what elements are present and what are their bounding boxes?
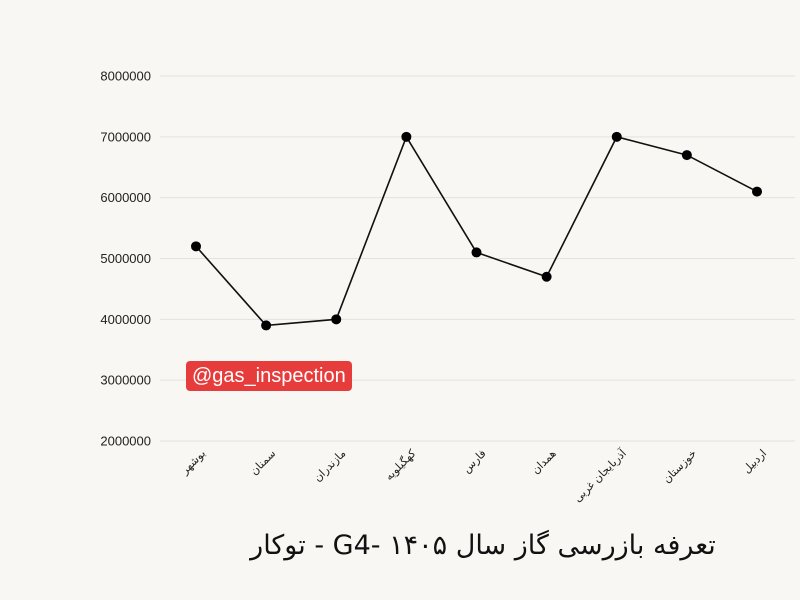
y-tick-label: 3000000 — [100, 373, 151, 388]
x-tick-label: همدان — [529, 447, 559, 477]
x-tick-label: خوزستان — [660, 447, 699, 486]
x-axis-ticks: بوشهر سمنان مازندران کهگیلویه فارس همدان آذربا… — [178, 446, 769, 505]
x-tick-label: بوشهر — [178, 447, 208, 477]
x-tick-label: سمنان — [248, 447, 279, 478]
y-tick-label: 2000000 — [100, 434, 151, 449]
data-point — [261, 320, 272, 331]
data-point — [401, 131, 412, 142]
data-point — [191, 241, 201, 252]
data-point — [541, 271, 552, 282]
y-tick-label: 6000000 — [100, 190, 151, 205]
x-tick-label: آذربایجان غربی — [570, 446, 629, 505]
chart-title: تعرفه بازرسی گاز سال ۱۴۰۵ -G4 - توکار — [250, 530, 716, 561]
y-tick-label: 5000000 — [100, 251, 151, 266]
data-points — [191, 131, 762, 331]
data-point — [681, 150, 692, 161]
watermark-badge: @gas_inspection — [186, 361, 352, 391]
x-tick-label: فارس — [460, 447, 489, 476]
x-tick-label: اردبیل — [740, 447, 769, 476]
y-tick-label: 7000000 — [100, 129, 151, 144]
data-point — [471, 247, 482, 258]
data-point — [611, 131, 622, 142]
series-line — [195, 135, 758, 327]
y-tick-label: 4000000 — [100, 312, 151, 327]
data-point — [331, 314, 342, 325]
y-tick-label: 8000000 — [100, 69, 151, 84]
y-axis-ticks: 2000000 3000000 4000000 5000000 6000000 70000… — [100, 69, 151, 449]
x-tick-label: مازندران — [311, 447, 348, 484]
data-point — [752, 186, 762, 197]
x-tick-label: کهگیلویه — [382, 446, 419, 483]
